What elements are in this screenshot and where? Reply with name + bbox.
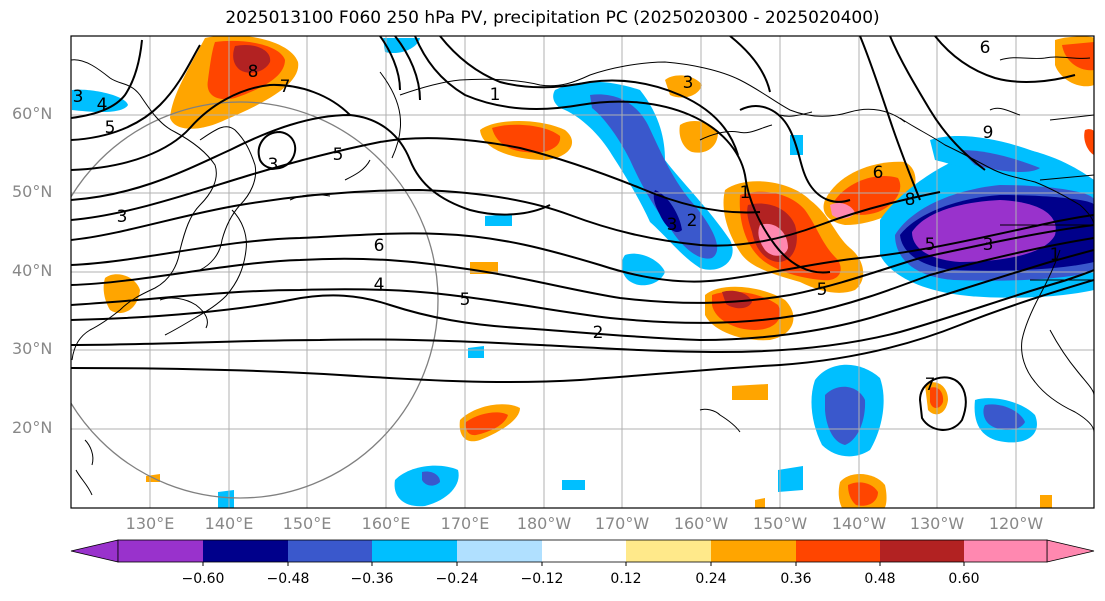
- lon-label: 160°E: [361, 514, 411, 533]
- lon-label: 180°W: [516, 514, 572, 533]
- lon-label: 150°E: [282, 514, 332, 533]
- contour-label: 4: [374, 275, 385, 295]
- contour-label: 2: [687, 211, 698, 231]
- lat-label: 60°N: [12, 104, 53, 123]
- colorbar-tick-label: 0.12: [610, 571, 642, 587]
- colorbar-bin: [542, 540, 626, 562]
- lat-label: 40°N: [12, 261, 53, 280]
- colorbar: [70, 539, 1095, 566]
- map-frame: [70, 35, 1095, 509]
- lon-label: 170°E: [440, 514, 490, 533]
- contour-label: 6: [980, 38, 991, 58]
- lon-label: 160°W: [673, 514, 729, 533]
- colorbar-tick-label: −0.36: [350, 571, 394, 587]
- contour-label: 6: [374, 236, 385, 256]
- colorbar-bin: [372, 540, 457, 562]
- contour-label: 3: [667, 215, 678, 235]
- colorbar-tick-label: −0.60: [181, 571, 225, 587]
- contour-label: 2: [593, 323, 604, 343]
- lon-label: 140°E: [204, 514, 254, 533]
- contour-label: 1: [740, 183, 751, 203]
- contour-label: 3: [73, 87, 84, 107]
- contour-label: 3: [117, 207, 128, 227]
- contour-label: 6: [873, 163, 884, 183]
- contour-label: 1: [1050, 245, 1061, 265]
- lon-label: 130°E: [125, 514, 175, 533]
- lon-label: 120°W: [988, 514, 1044, 533]
- colorbar-bin: [288, 540, 372, 562]
- colorbar-tick-label: 0.60: [948, 571, 980, 587]
- colorbar-bin: [796, 540, 880, 562]
- pv-contours: [71, 36, 1094, 431]
- colorbar-bin: [118, 540, 203, 562]
- contour-label: 4: [97, 95, 108, 115]
- lon-label: 140°W: [831, 514, 887, 533]
- colorbar-tick-label: −0.48: [266, 571, 310, 587]
- contour-label: 3: [683, 73, 694, 93]
- contour-label: 5: [105, 118, 116, 138]
- graticule: [71, 36, 1094, 508]
- contour-label: 8: [248, 62, 259, 82]
- map-title: 2025013100 F060 250 hPa PV, precipitatio…: [225, 8, 880, 28]
- lat-label: 50°N: [12, 182, 53, 201]
- colorbar-tick-label: −0.24: [435, 571, 479, 587]
- lon-label: 150°W: [752, 514, 808, 533]
- colorbar-low-extension: [70, 539, 119, 563]
- colorbar-tick-label: 0.36: [780, 571, 812, 587]
- colorbar-tick-label: 0.48: [864, 571, 896, 587]
- colorbar-bin: [880, 540, 964, 562]
- contour-label: 5: [925, 235, 936, 255]
- colorbar-tick-label: 0.24: [695, 571, 727, 587]
- colorbar-bin: [626, 540, 711, 562]
- lon-label: 130°W: [909, 514, 965, 533]
- contour-label: 3: [268, 155, 279, 175]
- contour-label: 5: [333, 145, 344, 165]
- radius-circle: [71, 101, 439, 499]
- coastlines: [71, 56, 1094, 496]
- contour-label: 7: [280, 77, 291, 97]
- contour-label: 1: [490, 85, 501, 105]
- contour-label: 3: [983, 235, 994, 255]
- contour-label: 7: [925, 375, 936, 395]
- lat-label: 30°N: [12, 339, 53, 358]
- colorbar-bin: [203, 540, 288, 562]
- colorbar-bin: [964, 540, 1047, 562]
- contour-label: 5: [460, 290, 471, 310]
- lon-label: 170°W: [594, 514, 650, 533]
- colorbar-bin: [711, 540, 796, 562]
- lat-label: 20°N: [12, 418, 53, 437]
- colorbar-high-extension: [1046, 539, 1095, 563]
- contour-label: 8: [905, 190, 916, 210]
- contour-labels: 8 7 5 4 3 3 5 6 4 5 2 1 3 2 3 1 6 8 5 3 …: [73, 38, 1061, 395]
- contour-label: 9: [983, 123, 994, 143]
- colorbar-bin: [457, 540, 542, 562]
- colorbar-tick-label: −0.12: [520, 571, 564, 587]
- contour-label: 5: [817, 280, 828, 300]
